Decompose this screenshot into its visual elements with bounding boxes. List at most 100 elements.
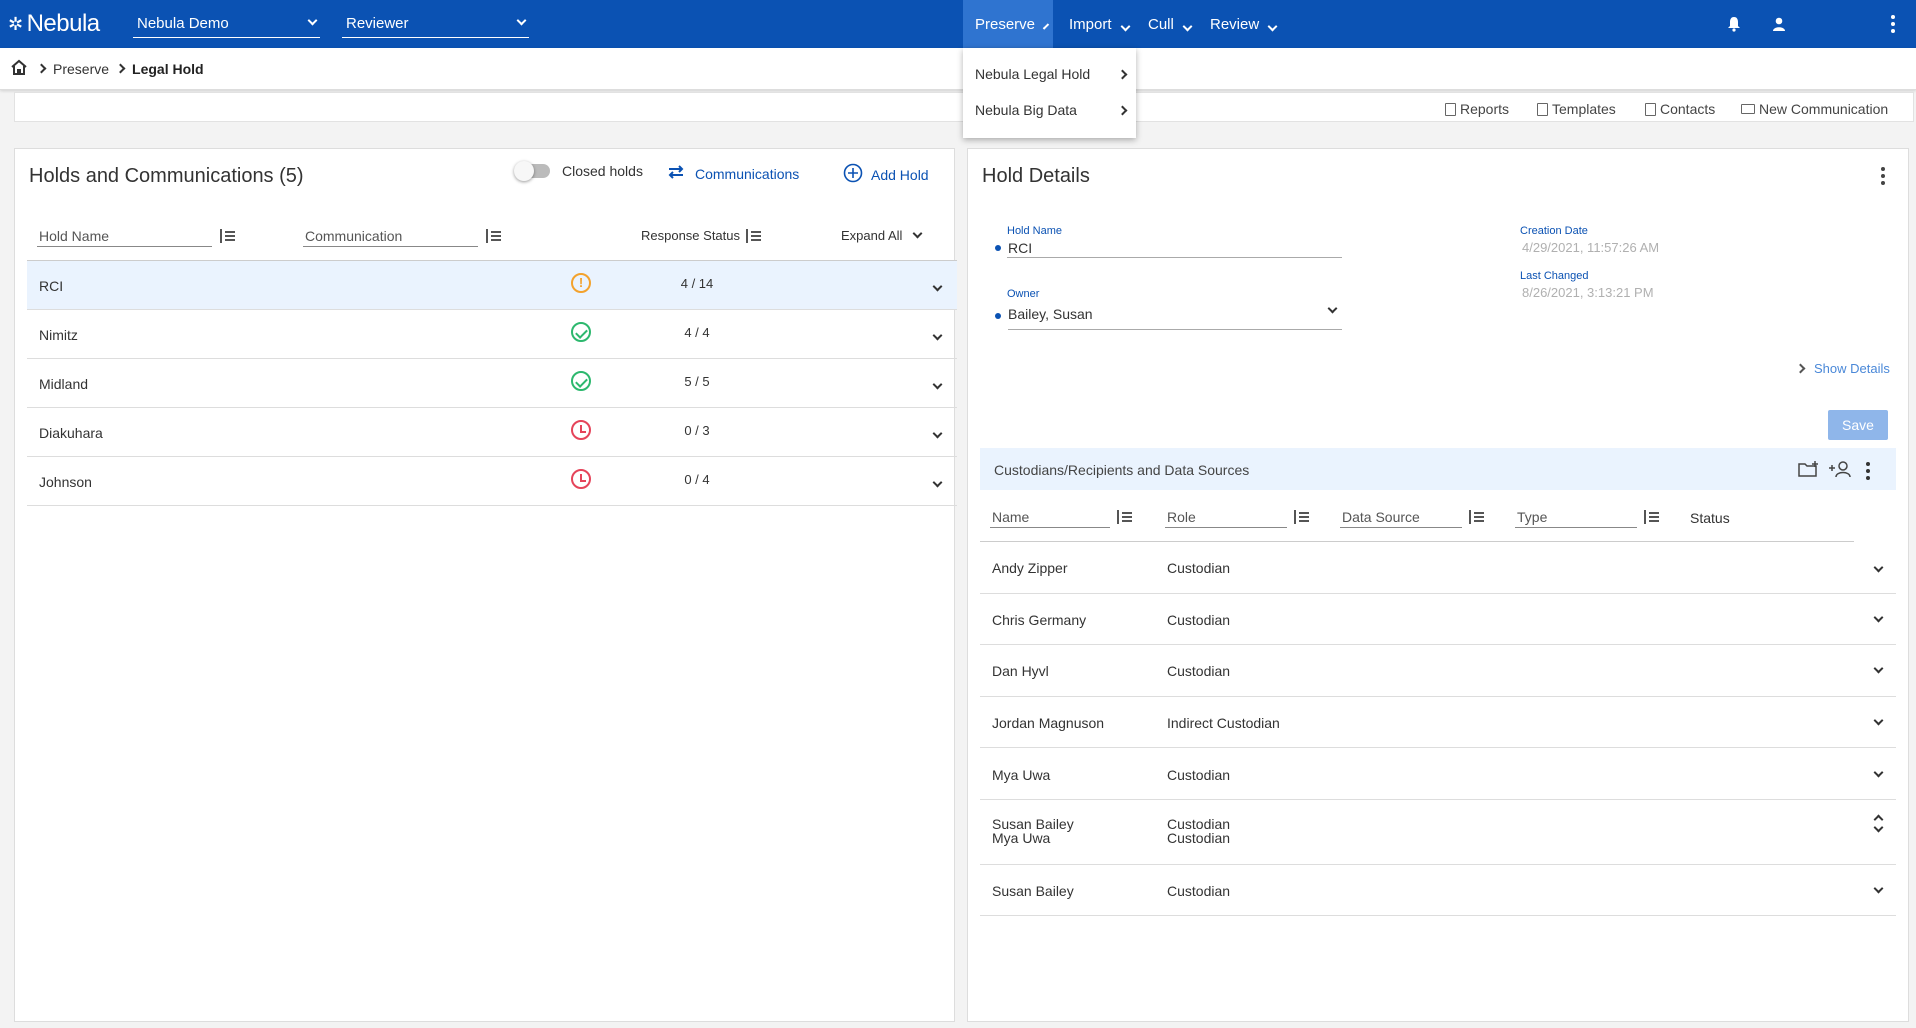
column-type[interactable]: Type bbox=[1515, 506, 1660, 528]
role-filter[interactable]: Role bbox=[1165, 506, 1287, 528]
details-menu-kebab-icon[interactable] bbox=[1880, 167, 1886, 185]
expand-row-button[interactable] bbox=[1865, 657, 1884, 674]
reports-button[interactable]: Reports bbox=[1445, 101, 1509, 117]
templates-button[interactable]: Templates bbox=[1537, 101, 1616, 117]
owner-select[interactable]: Bailey, Susan bbox=[1008, 303, 1342, 330]
menu-item-label: Nebula Legal Hold bbox=[975, 66, 1091, 82]
custodian-name: Dan Hyvl bbox=[992, 663, 1049, 679]
column-hold-name[interactable]: Hold Name bbox=[37, 225, 236, 247]
expand-row-button[interactable] bbox=[1865, 556, 1884, 573]
owner-value: Bailey, Susan bbox=[1008, 306, 1093, 322]
complete-status-icon bbox=[571, 322, 591, 342]
field-underline bbox=[1007, 257, 1342, 258]
data-source-filter[interactable]: Data Source bbox=[1340, 506, 1462, 528]
sort-icon[interactable] bbox=[744, 228, 762, 243]
sort-icon[interactable] bbox=[218, 229, 236, 243]
expand-all-button[interactable]: Expand All bbox=[841, 228, 923, 243]
custodian-row[interactable]: Susan Bailey Mya Uwa Custodian Custodian bbox=[980, 800, 1896, 865]
home-icon[interactable] bbox=[10, 59, 28, 78]
expand-row-button[interactable] bbox=[1865, 606, 1884, 623]
expand-row-button[interactable] bbox=[1865, 709, 1884, 726]
hold-name-field-label: Hold Name bbox=[1007, 225, 1063, 237]
sort-icon[interactable] bbox=[1115, 510, 1133, 524]
toggle-switch[interactable] bbox=[514, 161, 550, 181]
nav-preserve-label: Preserve bbox=[975, 15, 1036, 33]
menu-item-nebula-legal-hold[interactable]: Nebula Legal Hold bbox=[963, 56, 1136, 92]
save-button[interactable]: Save bbox=[1828, 410, 1888, 440]
column-role[interactable]: Role bbox=[1165, 506, 1310, 528]
sort-icon[interactable] bbox=[484, 229, 502, 243]
nav-review[interactable]: Review bbox=[1198, 0, 1288, 48]
column-response-status[interactable]: Response Status bbox=[641, 228, 762, 243]
type-filter[interactable]: Type bbox=[1515, 506, 1637, 528]
bell-icon[interactable] bbox=[1724, 14, 1744, 34]
hold-name-filter[interactable]: Hold Name bbox=[37, 225, 212, 247]
column-status: Status bbox=[1690, 510, 1730, 526]
hold-row-nimitz[interactable]: Nimitz 4 / 4 bbox=[27, 310, 957, 359]
custodian-row[interactable]: Dan Hyvl Custodian bbox=[980, 645, 1896, 697]
workspace-select[interactable]: Nebula Demo bbox=[133, 12, 320, 38]
custodian-row[interactable]: Chris Germany Custodian bbox=[980, 594, 1896, 645]
custodian-role: Custodian bbox=[1167, 560, 1231, 576]
response-count: 4 / 14 bbox=[680, 276, 714, 291]
nav-import[interactable]: Import bbox=[1057, 0, 1141, 48]
custodian-row[interactable]: Jordan Magnuson Indirect Custodian bbox=[980, 697, 1896, 748]
hold-row-rci[interactable]: RCI ! 4 / 14 bbox=[27, 261, 957, 310]
expand-row-button[interactable] bbox=[924, 471, 943, 488]
expand-row-button[interactable] bbox=[924, 275, 943, 292]
chevron-down-icon bbox=[1267, 21, 1278, 31]
role-select[interactable]: Reviewer bbox=[342, 12, 529, 38]
response-count: 5 / 5 bbox=[684, 374, 710, 389]
hold-name-input[interactable]: RCI bbox=[1008, 240, 1033, 256]
chevron-down-icon bbox=[932, 477, 943, 488]
complete-status-icon bbox=[571, 371, 591, 391]
column-data-source[interactable]: Data Source bbox=[1340, 506, 1485, 528]
role-value: Reviewer bbox=[346, 15, 409, 32]
breadcrumb-preserve[interactable]: Preserve bbox=[53, 60, 110, 77]
hold-row-midland[interactable]: Midland 5 / 5 bbox=[27, 359, 957, 408]
app-menu-kebab-icon[interactable] bbox=[1883, 14, 1903, 34]
menu-item-nebula-big-data[interactable]: Nebula Big Data bbox=[963, 92, 1136, 128]
communications-button[interactable]: Communications bbox=[667, 165, 799, 182]
chevron-down-icon bbox=[1873, 883, 1884, 894]
show-details-link[interactable]: Show Details bbox=[1795, 361, 1890, 376]
contacts-button[interactable]: Contacts bbox=[1645, 101, 1715, 117]
expand-row-button[interactable] bbox=[924, 373, 943, 390]
expand-row-button[interactable] bbox=[924, 324, 943, 341]
contacts-icon bbox=[1645, 102, 1656, 116]
nav-cull[interactable]: Cull bbox=[1136, 0, 1203, 48]
sort-icon[interactable] bbox=[1642, 510, 1660, 524]
name-filter[interactable]: Name bbox=[990, 506, 1110, 528]
add-custodian-icon[interactable] bbox=[1828, 460, 1852, 481]
add-hold-button[interactable]: Add Hold bbox=[843, 163, 929, 186]
custodians-menu-kebab-icon[interactable] bbox=[1865, 462, 1871, 480]
custodian-row[interactable]: Susan Bailey Custodian bbox=[980, 865, 1896, 916]
chevron-down-icon bbox=[307, 15, 318, 26]
nav-preserve[interactable]: Preserve bbox=[963, 0, 1053, 48]
chevron-down-icon bbox=[1873, 562, 1884, 573]
hold-row-diakuhara[interactable]: Diakuhara 0 / 3 bbox=[27, 408, 957, 457]
sort-icon[interactable] bbox=[1467, 510, 1485, 524]
chevron-down-icon bbox=[1873, 822, 1884, 833]
column-name[interactable]: Name bbox=[990, 506, 1133, 528]
closed-holds-toggle[interactable]: Closed holds bbox=[514, 161, 643, 181]
new-communication-button[interactable]: New Communication bbox=[1741, 101, 1888, 117]
custodian-row[interactable]: Andy Zipper Custodian bbox=[980, 542, 1896, 594]
column-communication[interactable]: Communication bbox=[303, 225, 502, 247]
custodian-row[interactable]: Mya Uwa Custodian bbox=[980, 748, 1896, 800]
nebula-logo[interactable]: ✲ Nebula bbox=[8, 10, 100, 38]
hold-name: Johnson bbox=[39, 474, 92, 490]
sort-icon[interactable] bbox=[1292, 510, 1310, 524]
logo-text: Nebula bbox=[26, 10, 101, 37]
expand-row-button[interactable] bbox=[924, 422, 943, 439]
add-data-source-icon[interactable] bbox=[1798, 460, 1820, 481]
communication-filter[interactable]: Communication bbox=[303, 225, 478, 247]
expand-row-button[interactable] bbox=[1865, 877, 1884, 894]
communications-label: Communications bbox=[695, 165, 800, 182]
hold-name: Nimitz bbox=[39, 327, 78, 343]
user-icon[interactable] bbox=[1769, 14, 1789, 34]
hold-row-johnson[interactable]: Johnson 0 / 4 bbox=[27, 457, 957, 506]
expand-row-button[interactable] bbox=[1865, 761, 1884, 778]
custodian-name: Susan Bailey bbox=[992, 883, 1074, 899]
expand-row-button[interactable] bbox=[1865, 812, 1884, 833]
